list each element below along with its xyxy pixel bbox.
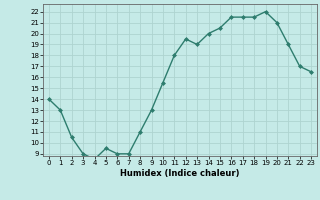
X-axis label: Humidex (Indice chaleur): Humidex (Indice chaleur) [120,169,240,178]
